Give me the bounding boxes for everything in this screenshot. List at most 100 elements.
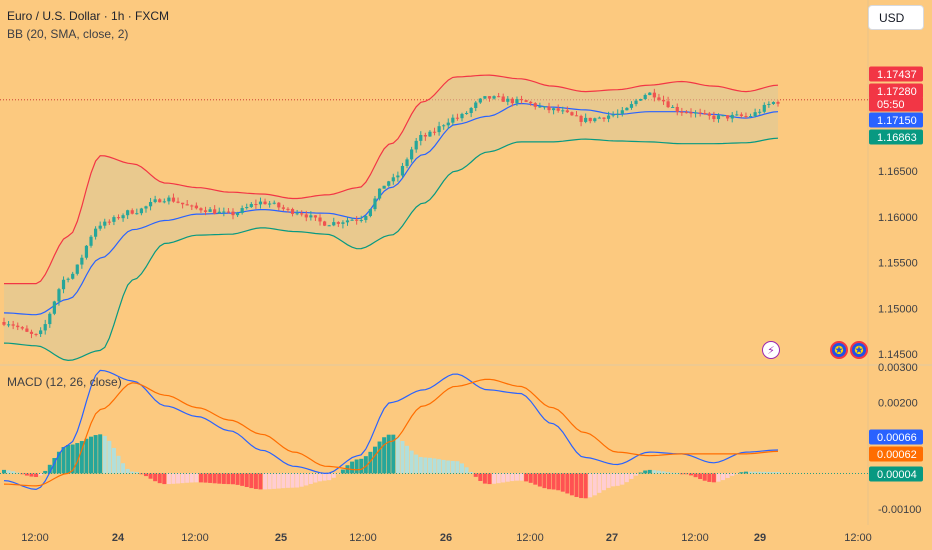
bollinger-bands (3, 74, 779, 362)
candle-body (629, 104, 634, 108)
last-price-label[interactable]: 1.17280 (869, 83, 923, 99)
candle-body (162, 201, 166, 203)
countdown-label[interactable]: 05:50 (869, 96, 923, 112)
candle (194, 202, 198, 210)
candle (39, 327, 43, 337)
macd-histogram-bar (6, 470, 11, 474)
basis-label[interactable]: 1.17150 (869, 112, 923, 128)
macd-histogram-bar (739, 472, 744, 474)
macd-histogram-bar (56, 451, 61, 474)
macd-histogram-bar (423, 457, 428, 474)
candle (341, 220, 345, 229)
candle-body (213, 209, 217, 214)
macd-histogram-bar (336, 473, 341, 475)
hist-value-label[interactable]: 0.00004 (869, 466, 923, 482)
macd-histogram-bar (487, 473, 492, 485)
bb-legend[interactable]: BB (20, SMA, close, 2) (7, 27, 129, 41)
candle (103, 218, 107, 229)
upper-band-label[interactable]: 1.17437 (869, 66, 923, 82)
candle-body (492, 96, 496, 99)
macd-histogram-bar (322, 473, 327, 481)
candle-body (602, 117, 606, 119)
candle-body (258, 201, 263, 205)
candle (80, 254, 84, 269)
candle (281, 204, 285, 212)
candle-body (478, 98, 482, 103)
upper-band-label-text: 1.17437 (877, 69, 917, 81)
flag-eu-icon[interactable]: ✪ (850, 341, 868, 359)
candle-body (423, 135, 427, 137)
macd-histogram-bar (473, 473, 478, 477)
macd-histogram-bar (61, 447, 66, 474)
lower-band-label[interactable]: 1.16863 (869, 129, 923, 145)
candle-body (593, 118, 597, 122)
macd-histogram-bar (93, 435, 98, 474)
candle (400, 162, 405, 179)
candle (222, 207, 226, 217)
candle (611, 111, 615, 118)
candle (584, 113, 588, 124)
flag-eu-icon[interactable]: ✪ (830, 341, 848, 359)
candle-body (483, 96, 487, 99)
candle-body (611, 114, 615, 116)
candle (355, 216, 359, 225)
macd-histogram-bar (125, 468, 130, 474)
candle-body (506, 98, 510, 102)
candle-body (199, 208, 203, 211)
macd-histogram-bar (84, 438, 89, 474)
candle (492, 95, 496, 100)
macd-histogram-bar (107, 440, 112, 474)
macd-histogram-bar (318, 473, 323, 482)
candle (542, 106, 547, 110)
candle (300, 210, 304, 217)
price-tick-label: 1.15000 (878, 303, 918, 315)
candle (753, 108, 757, 118)
macd-histogram-bar (308, 473, 313, 484)
candle (643, 93, 647, 100)
candle (748, 113, 753, 118)
candle (158, 198, 162, 203)
candle (680, 107, 684, 116)
macd-value-label[interactable]: 0.00066 (869, 429, 923, 445)
candle (561, 106, 565, 115)
candle-body (410, 149, 414, 160)
signal-value-label-bg (869, 446, 923, 462)
candle (167, 195, 171, 205)
macd-histogram-bar (276, 473, 281, 489)
macd-legend[interactable]: MACD (12, 26, close) (7, 375, 122, 389)
candle-body (249, 204, 253, 208)
symbol-legend[interactable]: Euro / U.S. Dollar · 1h · FXCM (7, 9, 170, 23)
macd-histogram-bar (47, 464, 52, 474)
candle (574, 110, 579, 117)
candle-body (529, 101, 533, 104)
candle-body (561, 110, 565, 112)
macd-histogram-bar (766, 471, 771, 474)
candle (730, 112, 734, 123)
lightning-icon[interactable]: ⚡ (762, 341, 780, 359)
candle-body (75, 264, 79, 274)
macd-histogram-bar (153, 473, 158, 482)
time-tick-label: 29 (754, 532, 766, 544)
upper-band-label-bg (869, 66, 923, 82)
macd-histogram-bar (569, 473, 574, 496)
candle (684, 110, 689, 114)
macd-histogram-bar (643, 470, 648, 474)
candle-body (245, 207, 249, 209)
candle-body (263, 201, 267, 205)
candle (217, 207, 221, 214)
candle-body (497, 96, 501, 98)
candle (208, 207, 212, 213)
candle (474, 100, 478, 112)
currency-button[interactable]: USD (868, 5, 924, 30)
candle-body (144, 206, 148, 209)
signal-value-label[interactable]: 0.00062 (869, 446, 923, 462)
candle (148, 197, 153, 211)
candle-body (634, 100, 638, 105)
candle-body (25, 328, 29, 332)
candle-body (318, 217, 322, 222)
candle (295, 209, 299, 216)
candle-body (515, 99, 519, 104)
candle-body (11, 324, 15, 326)
basis-label-text: 1.17150 (877, 115, 917, 127)
